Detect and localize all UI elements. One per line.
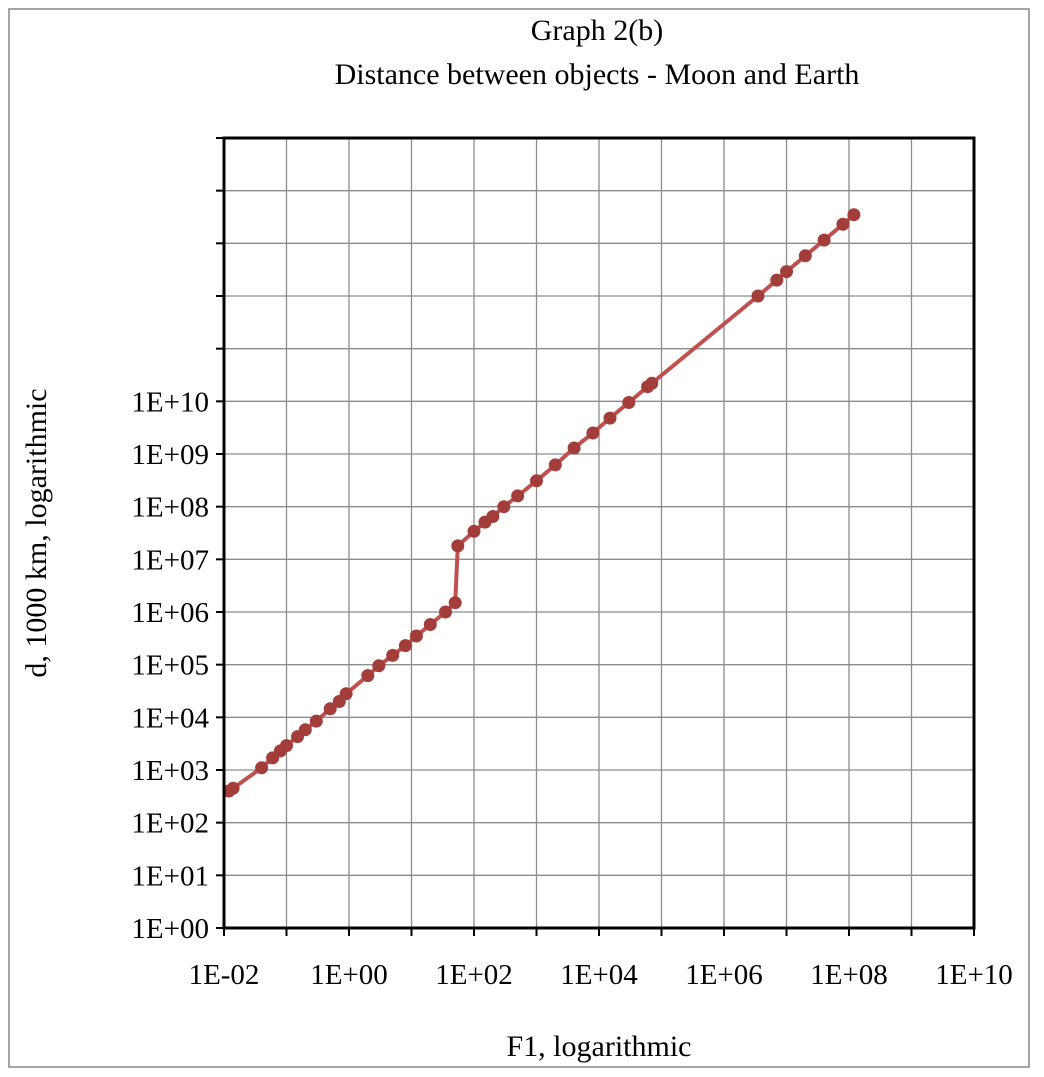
x-tick-labels: 1E-02 1E+00 1E+02 1E+04 1E+06 1E+08 1E+10 (189, 959, 1013, 991)
data-point (439, 605, 452, 619)
chart-subtitle: Distance between objects - Moon and Eart… (335, 58, 860, 91)
data-point (847, 208, 861, 222)
data-point (386, 648, 400, 662)
data-point (511, 489, 525, 503)
x-tick-label: 1E+06 (685, 959, 763, 991)
data-point (645, 376, 659, 390)
data-point (497, 500, 511, 514)
data-point (780, 265, 793, 279)
data-point (486, 510, 500, 523)
data-point (586, 426, 600, 440)
data-point (451, 539, 465, 553)
plot-area-border (222, 136, 976, 930)
y-tick-label: 1E+01 (131, 860, 209, 892)
data-point (226, 781, 240, 795)
x-tick-label: 1E+10 (935, 959, 1013, 991)
data-point (339, 687, 353, 701)
data-point (423, 618, 437, 631)
data-point (548, 458, 562, 472)
y-tick-label: 1E+10 (131, 386, 209, 418)
y-tick-label: 1E+05 (131, 650, 209, 682)
x-tick-label: 1E+04 (560, 959, 638, 991)
chart-title: Graph 2(b) (531, 14, 663, 47)
data-point (770, 273, 784, 287)
data-point (567, 441, 581, 455)
y-tick-label: 1E+06 (131, 597, 209, 629)
y-tick-label: 1E+00 (131, 913, 209, 945)
data-point (530, 474, 543, 488)
y-tick-label: 1E+02 (131, 808, 209, 840)
data-point (836, 217, 850, 231)
y-tick-label: 1E+08 (131, 492, 209, 524)
data-point (309, 714, 323, 728)
data-point (603, 411, 617, 425)
x-tick-label: 1E+02 (435, 959, 513, 991)
data-point (448, 596, 462, 610)
data-point (280, 739, 293, 753)
data-point (323, 702, 337, 716)
x-tick-label: 1E+00 (310, 959, 388, 991)
y-tick-label: 1E+07 (131, 544, 209, 576)
outer-frame (8, 8, 1030, 1068)
y-axis-label: d, 1000 km, logarithmic (20, 388, 53, 677)
data-point (298, 723, 312, 737)
data-point (372, 659, 386, 673)
data-point (361, 669, 375, 683)
data-point (798, 249, 812, 263)
data-point (409, 629, 423, 643)
x-axis-label: F1, logarithmic (507, 1030, 692, 1063)
y-tick-label: 1E+04 (131, 702, 209, 734)
x-tick-label: 1E-02 (189, 959, 260, 991)
y-tick-label: 1E+03 (131, 755, 209, 787)
data-point (398, 639, 412, 653)
x-tick-label: 1E+08 (810, 959, 888, 991)
data-point (622, 396, 636, 409)
y-tick-labels: 1E+00 1E+01 1E+02 1E+03 1E+04 1E+05 1E+06 1E+07… (131, 386, 209, 945)
data-point (817, 233, 831, 247)
data-point (255, 761, 269, 775)
data-point (751, 289, 765, 303)
data-series (222, 208, 861, 798)
y-tick-label: 1E+09 (131, 439, 209, 471)
data-point (467, 524, 481, 538)
